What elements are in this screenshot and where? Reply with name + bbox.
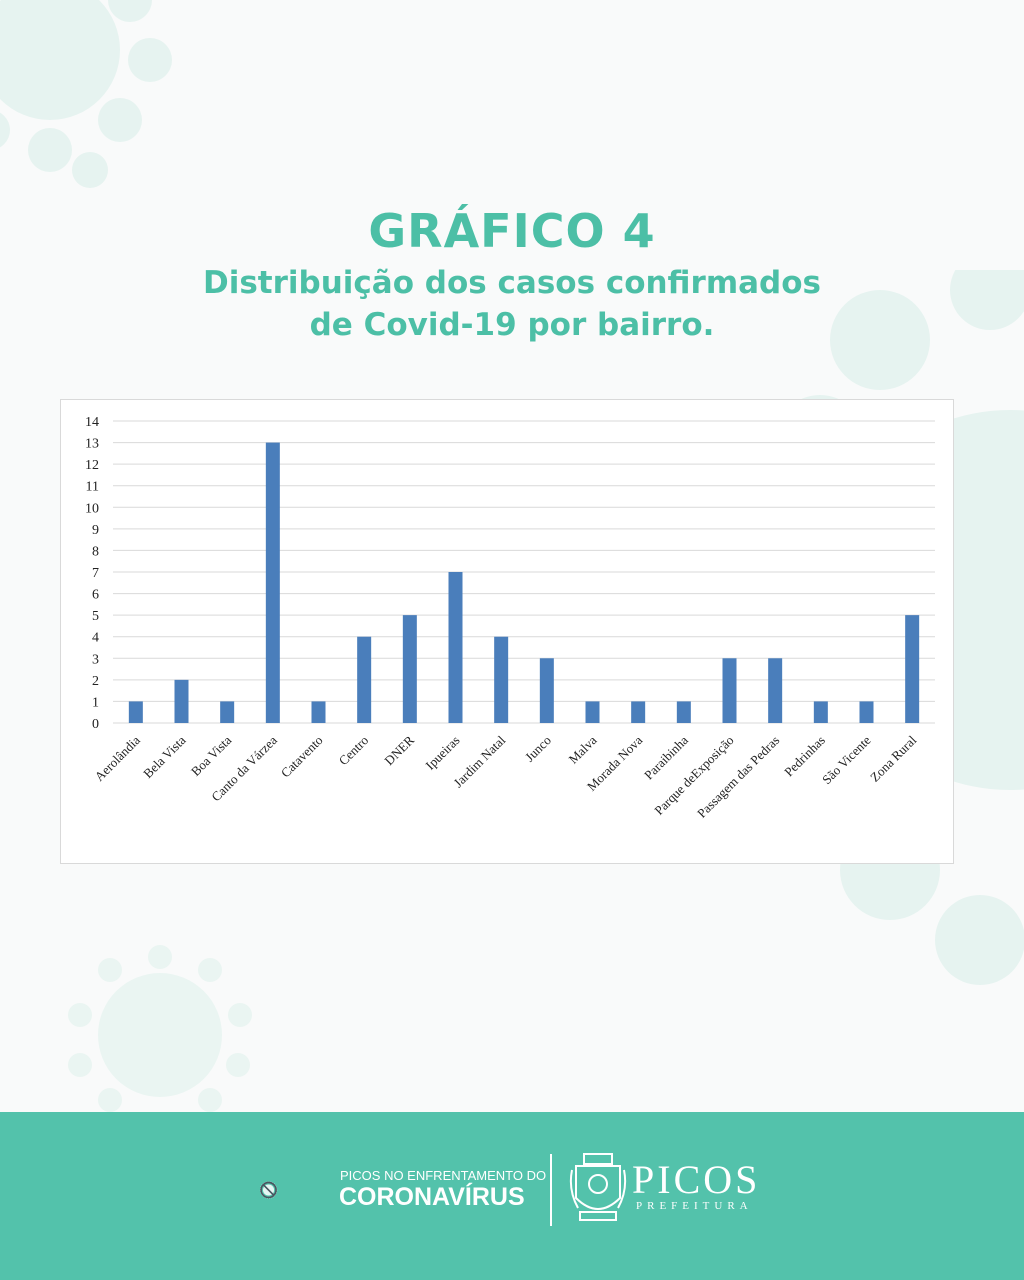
y-tick-label: 9: [92, 523, 99, 538]
y-tick-label: 11: [86, 480, 99, 495]
y-tick-label: 6: [92, 588, 99, 603]
bar: [402, 615, 417, 723]
header: GRÁFICO 4 Distribuição dos casos confirm…: [0, 200, 1024, 346]
y-tick-label: 7: [92, 566, 99, 581]
y-tick-label: 2: [92, 674, 99, 689]
bar: [631, 701, 646, 723]
page-subtitle-line2: de Covid-19 por bairro.: [309, 307, 715, 343]
bar: [311, 701, 326, 723]
bar: [220, 701, 235, 723]
bar: [357, 636, 372, 723]
x-category-label: Pedrinhas: [781, 733, 828, 780]
campaign-line2: CORONAVÍRUS: [339, 1183, 525, 1211]
brand-name: PICOS: [632, 1157, 761, 1202]
bar: [722, 658, 737, 723]
x-category-label: São Vicente: [819, 732, 874, 787]
x-category-label: Centro: [336, 733, 372, 769]
y-tick-label: 1: [92, 695, 99, 710]
y-tick-label: 3: [92, 652, 99, 667]
x-category-label: DNER: [381, 732, 417, 768]
x-category-label: Passagem das Pedras: [694, 733, 782, 821]
page-title: GRÁFICO 4: [368, 204, 656, 258]
bar: [494, 636, 509, 723]
x-category-label: Zona Rural: [867, 732, 919, 784]
footer-divider: [550, 1154, 552, 1226]
y-tick-label: 14: [85, 415, 99, 430]
x-category-label: Parque deExposição: [651, 733, 736, 818]
city-crest-icon: [569, 1153, 627, 1221]
bar: [585, 701, 600, 723]
page-subtitle-line1: Distribuição dos casos confirmados: [202, 265, 821, 301]
virus-decoration-icon: [68, 945, 252, 1112]
x-category-label: Malva: [566, 732, 600, 766]
bar: [905, 615, 920, 723]
y-tick-label: 4: [92, 631, 99, 646]
bar: [859, 701, 874, 723]
campaign-line1: PICOS NO ENFRENTAMENTO DO: [340, 1168, 547, 1183]
bar: [174, 679, 189, 723]
bar: [676, 701, 691, 723]
virus-decoration-icon: [0, 0, 172, 188]
no-virus-icon: [259, 1181, 278, 1199]
y-tick-label: 12: [85, 458, 99, 473]
bar: [768, 658, 783, 723]
y-tick-label: 5: [92, 609, 99, 624]
y-tick-label: 0: [92, 717, 99, 732]
bar: [813, 701, 828, 723]
footer-bar: [0, 1112, 1024, 1280]
x-category-label: Ipueiras: [422, 733, 462, 773]
bar: [128, 701, 143, 723]
y-tick-label: 8: [92, 544, 99, 559]
bar: [448, 572, 463, 723]
bar-chart: 0 1 2 3 4 5 6 7 8 9 10 11 12 13 14 Aerolândia Bela Vista…: [60, 399, 954, 864]
brand-subtitle: PREFEITURA: [636, 1200, 753, 1212]
x-category-label: Bela Vista: [140, 732, 189, 781]
y-tick-label: 10: [85, 501, 99, 516]
x-category-label: Boa Vista: [188, 732, 235, 779]
y-tick-label: 13: [85, 437, 99, 452]
x-category-label: Aerolândia: [92, 732, 144, 784]
x-category-label: Junco: [522, 733, 554, 765]
x-category-label: Catavento: [278, 733, 326, 781]
bar: [265, 442, 280, 723]
bar: [539, 658, 554, 723]
